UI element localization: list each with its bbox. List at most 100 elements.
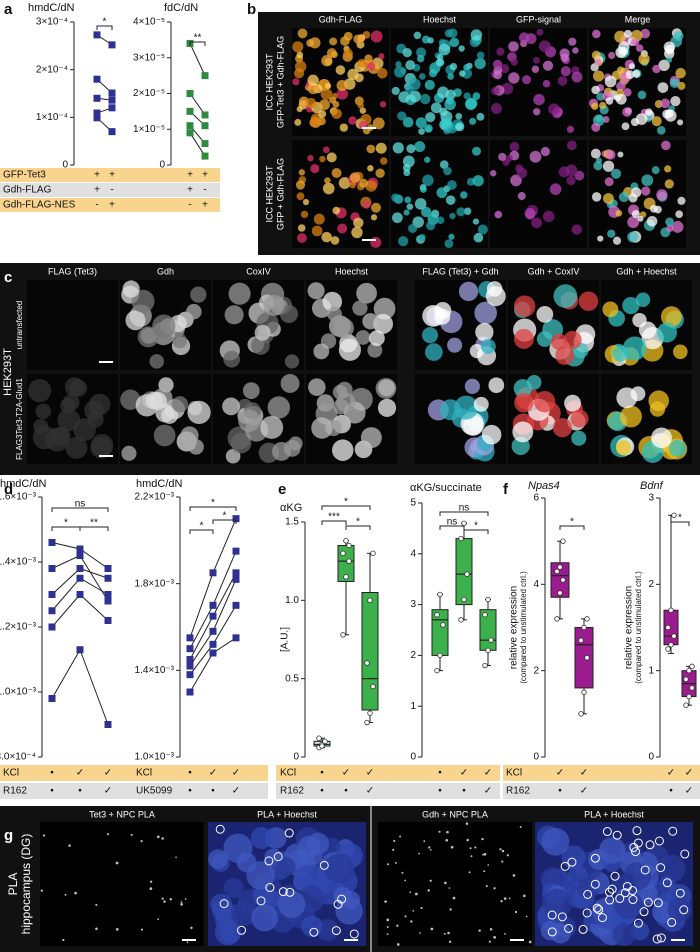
y-tick-label: 3×10⁻⁴ [36,17,68,28]
cell [362,313,379,330]
cell [499,848,502,851]
cell [212,899,236,923]
cell [444,239,454,248]
cell [669,78,680,89]
data-point [201,152,209,160]
cell [524,207,536,219]
data-point [76,646,84,654]
cell [251,336,270,355]
cell [485,884,488,887]
cell [122,280,140,298]
data-point [232,547,240,555]
cell [51,426,71,446]
cell [475,322,494,342]
cell [486,281,503,297]
cell [68,844,71,847]
data-point [440,622,446,628]
cell [385,900,387,903]
cell [491,86,500,96]
cell [671,221,684,233]
cell [665,109,674,118]
y-tick-label: 0 [62,160,68,171]
cell [443,166,452,176]
cell [531,217,542,229]
data-point [322,738,328,745]
y-tick-label: 2 [648,579,654,590]
cell [357,58,367,68]
cell [404,915,407,918]
cell [414,198,427,210]
y-tick-label: 2 [533,665,539,676]
pla-marker [602,827,612,837]
condition-mark: ✓ [484,786,492,797]
condition-mark: - [203,185,206,196]
data-point [209,627,217,635]
data-point [340,632,346,638]
cell [379,101,387,108]
cell [631,210,640,219]
cell [542,888,573,919]
cell [180,426,199,445]
cell [223,833,253,863]
cell [514,393,534,413]
cell [106,833,109,836]
cell [386,925,389,928]
cell [663,41,676,53]
cell [149,887,153,891]
cell [596,92,605,101]
cell [353,34,363,44]
cell [419,73,426,80]
cell [604,177,614,187]
pla-marker [319,860,329,870]
y-tick-label: 1 [648,665,654,676]
cell [492,59,503,70]
cell [481,424,502,445]
y-tick-label: 0.5 [285,673,299,684]
chart-title: αKG/succinate [410,482,482,494]
cell [362,201,371,209]
y-tick-label: 1×10⁻⁵ [133,124,165,135]
pla-marker [667,917,677,927]
cell [324,853,355,884]
cell [401,871,404,874]
y-tick-label: 0 [159,160,165,171]
cell [549,183,562,196]
cell [483,870,486,873]
condition-mark: ✓ [366,786,374,797]
cell [489,927,493,931]
cell [660,306,682,328]
cell [522,75,532,85]
y-axis-label: fdC/dN [164,2,198,14]
cell [438,830,441,833]
cell [297,28,308,39]
chart-title: Npas4 [528,480,560,492]
cell [311,417,333,439]
cell [223,350,241,368]
cell [62,938,65,942]
cell [447,73,454,80]
cell [406,203,414,211]
cell [405,60,416,71]
cell [418,233,426,241]
pla-marker [639,907,649,917]
pla-marker [557,912,567,922]
cell [130,833,133,836]
pla-marker [645,840,655,850]
pla-marker [590,853,600,863]
data-point [209,640,217,648]
cell [414,141,426,153]
column-label: CoxIV [246,266,271,276]
pla-marker [582,908,592,918]
cell [187,400,211,425]
pla-marker [564,923,574,933]
cell [399,835,402,838]
y-axis-label: [A.U.] [280,627,291,652]
cell [632,69,641,78]
pla-marker [578,924,588,934]
pla-marker [622,881,632,891]
condition-mark: ✓ [667,768,675,779]
condition-band [0,183,220,197]
condition-mark: + [94,185,100,196]
significance-bracket [212,519,237,524]
box [479,609,497,651]
